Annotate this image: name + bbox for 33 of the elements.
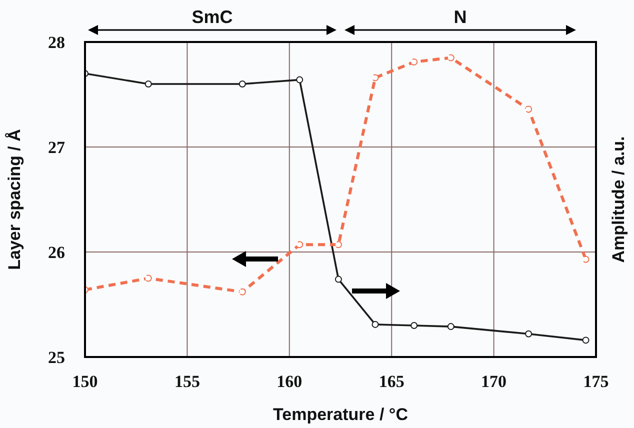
y-tick-label: 25 <box>48 348 65 368</box>
point <box>582 256 590 263</box>
point <box>372 74 379 82</box>
point <box>144 274 152 282</box>
point <box>372 320 379 328</box>
point <box>334 241 342 248</box>
text: N <box>454 7 467 27</box>
point <box>410 58 418 66</box>
point <box>144 80 152 88</box>
y-axis-title: Layer spacing / Å <box>5 129 24 270</box>
point <box>410 322 418 329</box>
point <box>238 80 246 88</box>
x-tick-label: 175 <box>583 372 609 392</box>
point <box>296 76 304 84</box>
x-axis-title: Temperature / °C <box>273 405 408 424</box>
x-tick-label: 155 <box>174 372 200 392</box>
x-tick-label: 165 <box>378 372 404 392</box>
x-tick-label: 170 <box>481 372 507 392</box>
y2-axis-title: Amplitude / a.u. <box>609 136 628 263</box>
point <box>238 288 246 296</box>
text: SmC <box>192 7 233 27</box>
point <box>296 241 304 248</box>
y-tick-label: 28 <box>48 33 65 52</box>
x-tick-label: 150 <box>72 372 98 392</box>
point <box>525 330 532 338</box>
point <box>447 323 454 330</box>
point <box>447 54 454 62</box>
x-tick-label: 160 <box>276 372 302 392</box>
y-tick-label: 27 <box>48 138 66 158</box>
point <box>525 106 532 113</box>
point <box>334 276 342 283</box>
point <box>582 336 590 344</box>
y-tick-label: 26 <box>48 243 65 262</box>
